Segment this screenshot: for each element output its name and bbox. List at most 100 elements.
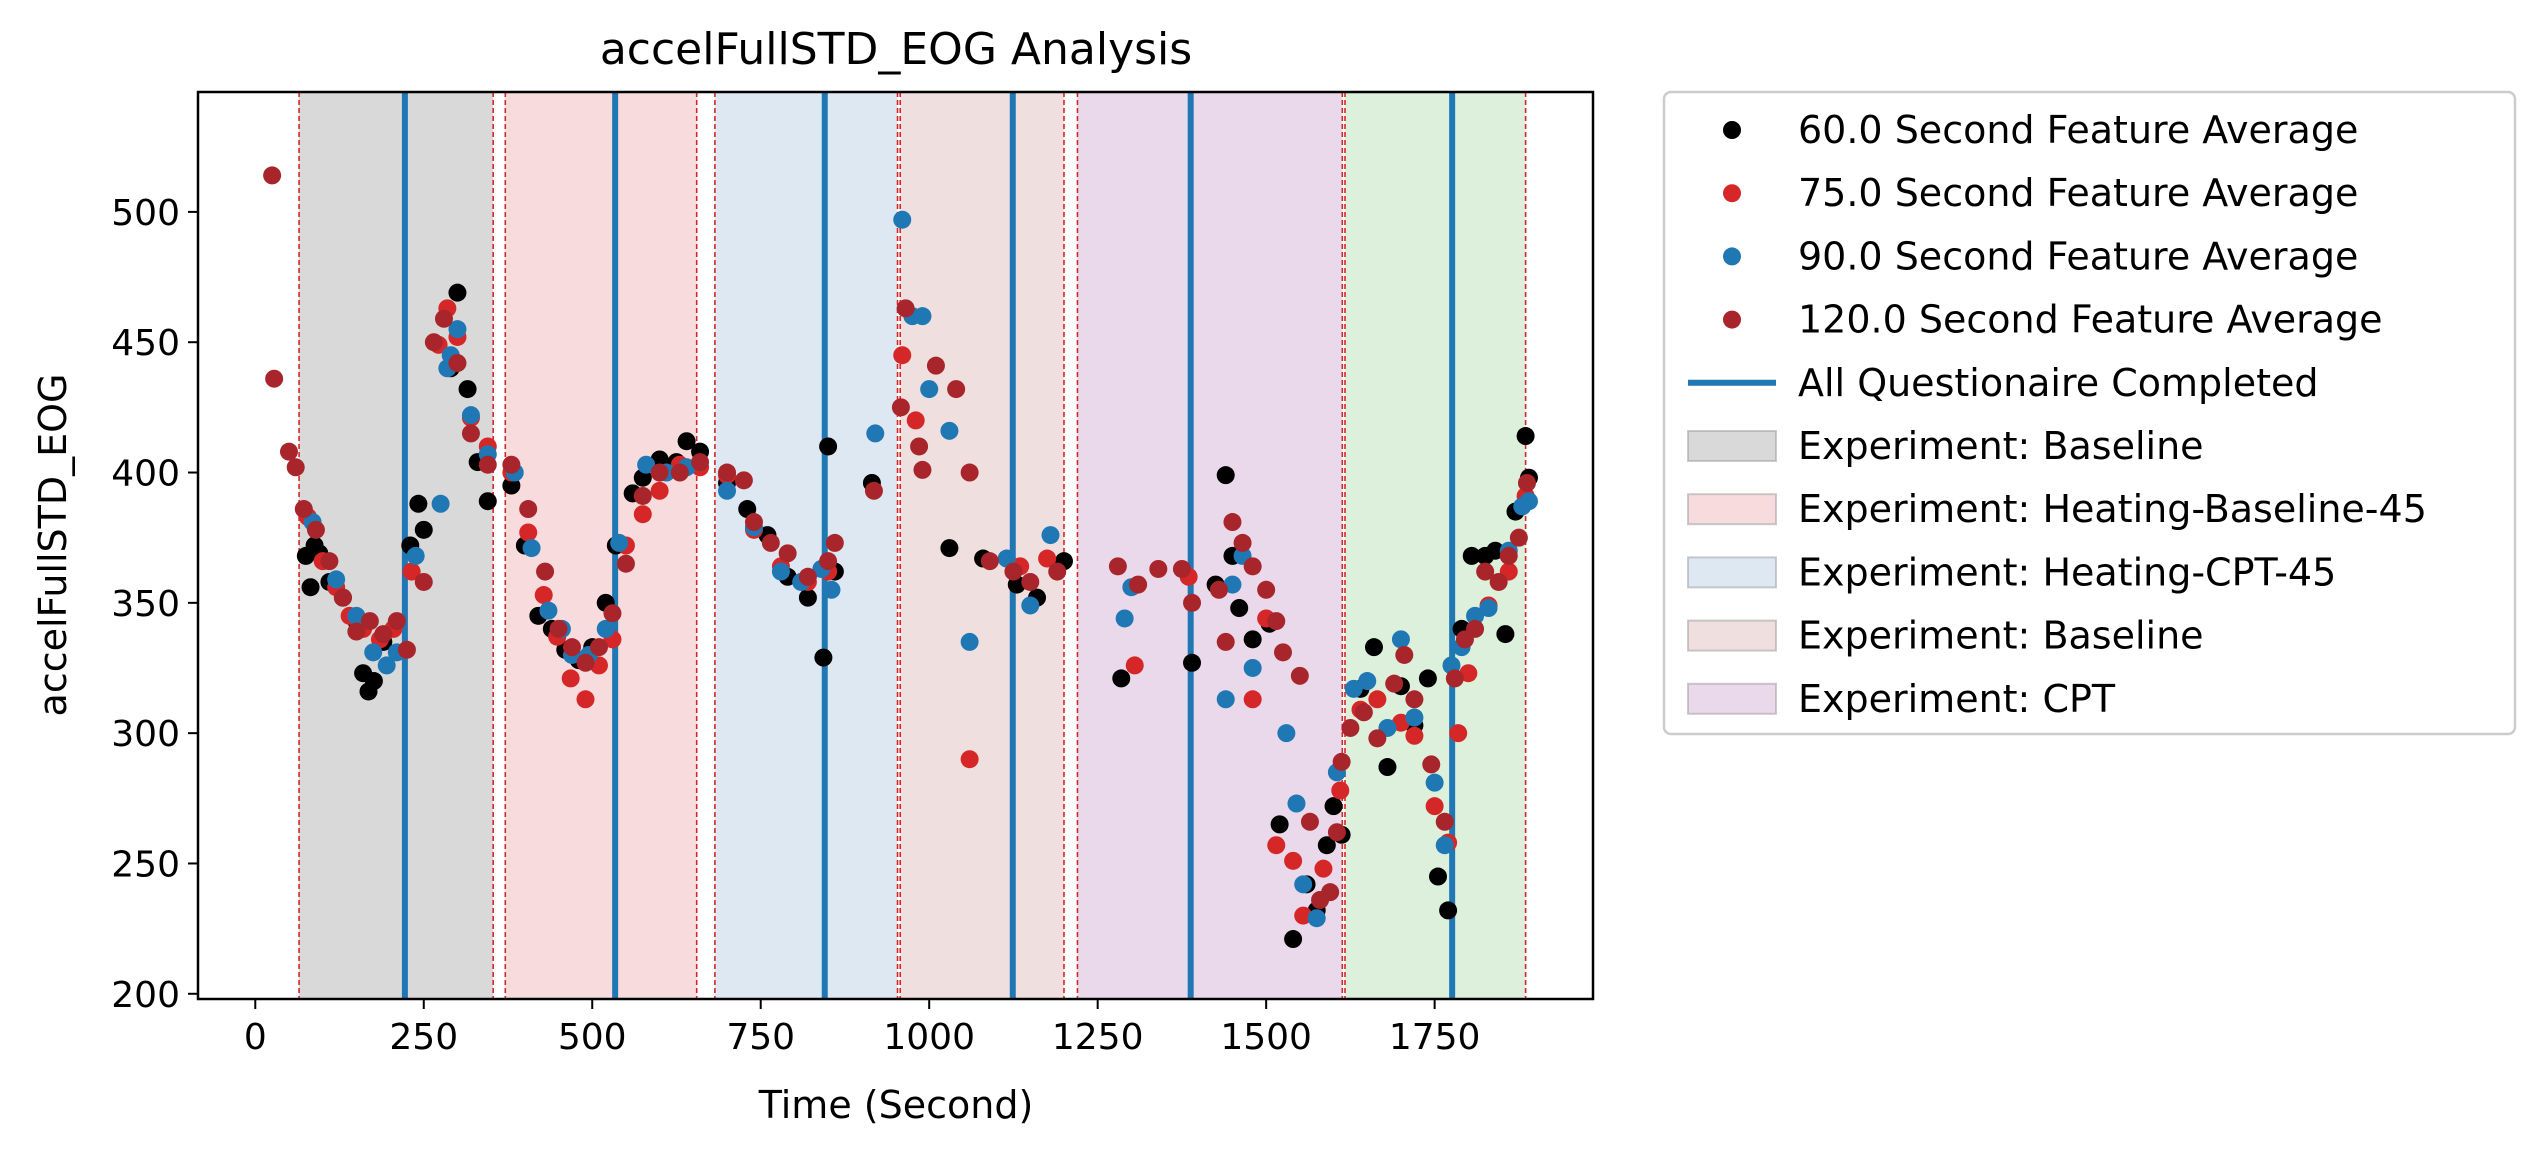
data-point [822,580,841,599]
data-point [286,458,305,477]
legend-label: Experiment: CPT [1798,677,2116,721]
data-point [377,656,396,675]
y-tick-label: 300 [111,714,180,755]
region-boundaries [298,92,1527,999]
data-point [1496,625,1515,644]
data-point [539,601,558,620]
data-point [1294,906,1313,925]
legend-patch-swatch [1687,430,1777,462]
data-point [364,643,383,662]
data-point [1129,575,1148,594]
data-point [1405,690,1424,709]
chart-title: accelFullSTD_EOG Analysis [600,24,1192,75]
data-point [1021,572,1040,591]
data-point [448,283,467,302]
data-point [1358,672,1377,691]
data-point [866,424,885,443]
experiment-region [299,92,494,999]
data-point [1284,930,1303,949]
data-point [434,309,453,328]
data-point [610,533,629,552]
legend-patch-swatch [1687,556,1777,589]
data-point [1364,638,1383,657]
data-point [347,606,366,625]
data-point [563,638,582,657]
data-point [771,562,790,581]
data-point [1479,599,1498,618]
data-point [589,638,608,657]
data-point [864,481,883,500]
data-point [920,380,939,399]
data-point [1378,758,1397,777]
data-point [1267,612,1286,631]
legend-label: Experiment: Heating-Baseline-45 [1798,487,2427,531]
data-point [633,486,652,505]
data-point [301,578,320,597]
data-point [1445,669,1464,688]
data-point [1321,883,1340,902]
data-point [1405,726,1424,745]
data-point [414,520,433,539]
legend-label: 75.0 Second Feature Average [1798,171,2358,215]
y-tick-label: 500 [111,193,180,234]
data-point [397,640,416,659]
data-point [1489,572,1508,591]
data-point [1509,528,1528,547]
data-point [1476,562,1495,581]
x-tick-label: 0 [244,1017,267,1058]
y-axis-ticks: 200 250 300 350 400 450 500 [111,193,198,1016]
data-point [1332,752,1351,771]
data-point [1459,664,1478,683]
data-point [549,619,568,638]
data-point [1516,427,1535,446]
data-point [374,625,393,644]
data-point [734,471,753,490]
data-point [1344,679,1363,698]
data-point [1517,473,1536,492]
data-point [778,544,797,563]
data-point [306,520,325,539]
data-point [1209,580,1228,599]
data-point [536,562,555,581]
data-point [561,669,580,688]
data-point [637,455,656,474]
data-point [1294,875,1313,894]
data-point [819,552,838,571]
questionnaire-lines [401,92,1456,999]
data-point [1466,619,1485,638]
data-point [279,442,298,461]
legend-label: 60.0 Second Feature Average [1798,108,2358,152]
legend-marker [1723,121,1741,139]
legend-label: Experiment: Baseline [1798,424,2204,468]
data-point [320,552,339,571]
data-point [1284,851,1303,870]
data-point [1499,546,1518,565]
data-point [347,622,366,641]
legend-entries: 60.0 Second Feature Average 75.0 Second F… [1687,108,2427,721]
data-point [814,648,833,667]
data-point [980,552,999,571]
data-point [633,505,652,524]
data-point [1385,674,1404,693]
data-point [402,562,421,581]
data-point [1267,836,1286,855]
data-point [1021,596,1040,615]
legend-marker [1723,247,1741,266]
legend-label: Experiment: Baseline [1798,614,2204,658]
data-point [1395,645,1414,664]
data-point [1314,859,1333,878]
data-point [819,437,838,456]
data-point [263,166,282,185]
data-point [1233,533,1252,552]
data-point [1230,599,1249,618]
data-point [1048,562,1067,581]
data-point [1405,708,1424,727]
data-point [1429,867,1447,886]
data-point [761,533,780,552]
legend-marker [1723,310,1741,329]
y-tick-label: 400 [111,454,180,495]
x-axis-label: Time (Second) [758,1083,1034,1127]
data-point [1435,812,1454,831]
data-point [1422,755,1441,774]
